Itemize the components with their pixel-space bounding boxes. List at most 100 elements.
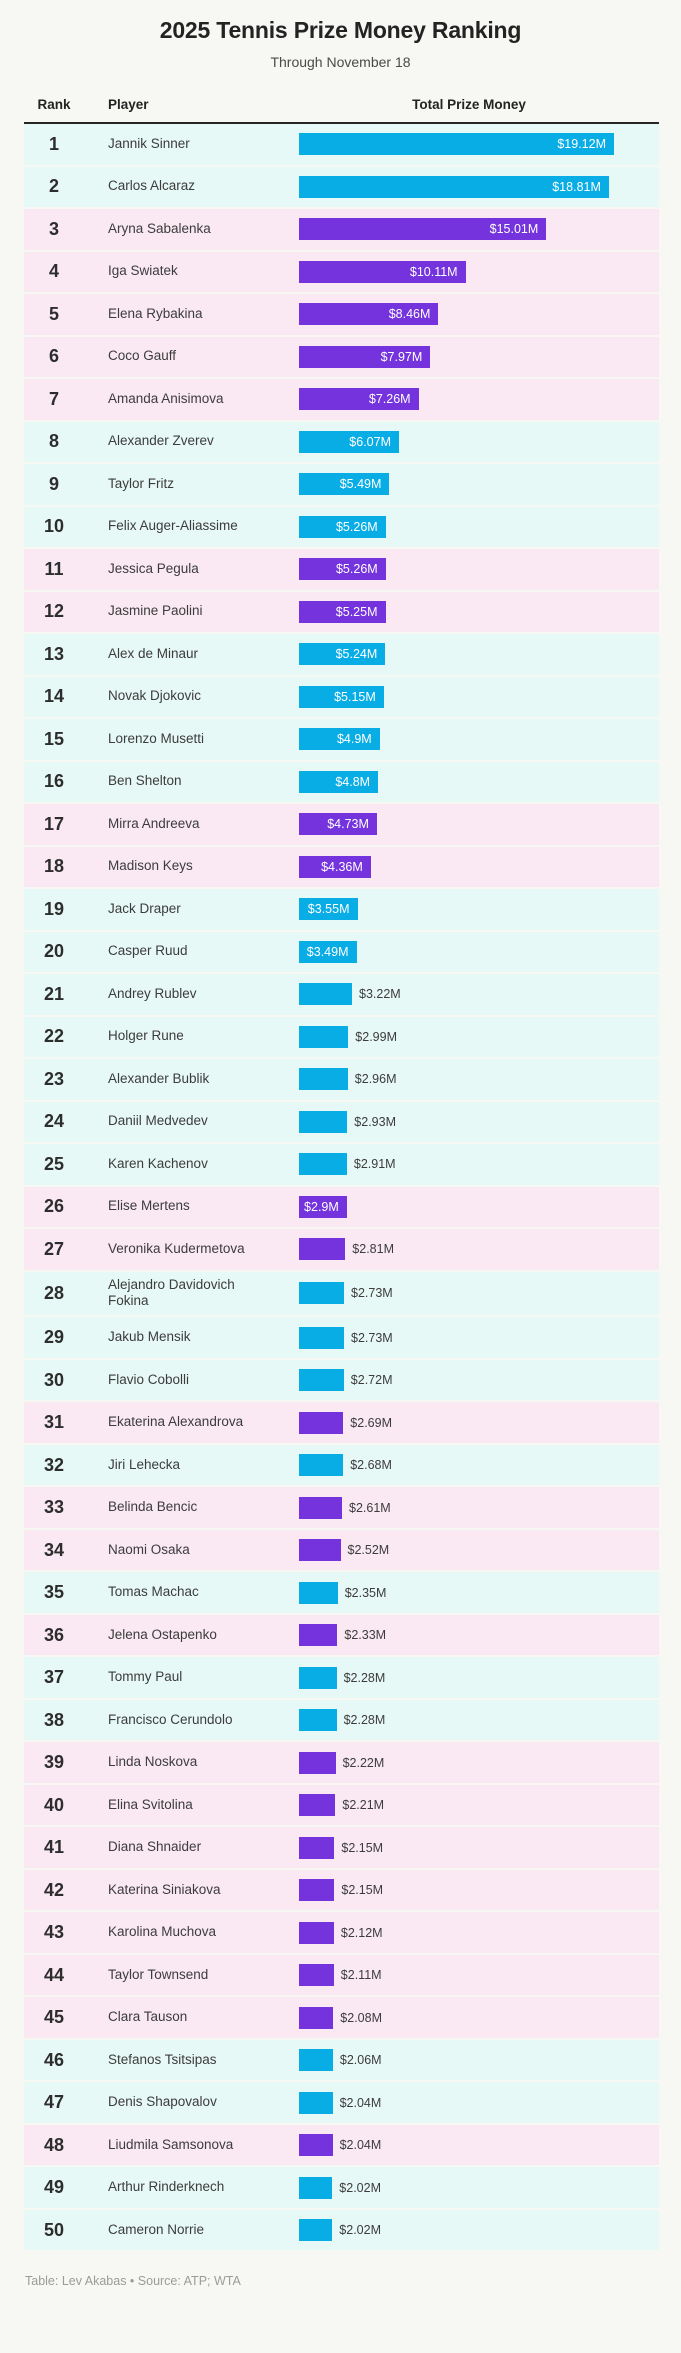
rank-cell: 34 bbox=[43, 1539, 65, 1560]
bar-cell: $5.26M bbox=[299, 558, 659, 581]
value-bar: $6.07M bbox=[299, 430, 399, 453]
bar-value-label-outside: $2.73M bbox=[351, 1286, 393, 1301]
player-name: Taylor Fritz bbox=[108, 475, 175, 491]
value-bar: $10.11M bbox=[299, 260, 466, 283]
rank-cell: 33 bbox=[43, 1497, 65, 1517]
player-name: Jessica Pegula bbox=[108, 560, 199, 576]
bar-value-label-outside: $2.28M bbox=[343, 1670, 386, 1685]
bar-value-label-outside: $2.69M bbox=[350, 1415, 392, 1430]
bar-value-label-outside: $2.81M bbox=[352, 1242, 394, 1257]
table-row: 13 Alex de Minaur $5.24M bbox=[24, 634, 659, 677]
bar-cell: $2.21M bbox=[299, 1794, 659, 1816]
player-name: Jannik Sinner bbox=[108, 135, 190, 151]
bar-value-label-inside: $2.9M bbox=[304, 1199, 339, 1214]
player-name: Daniil Medvedev bbox=[108, 1113, 208, 1129]
player-name: Ekaterina Alexandrova bbox=[108, 1414, 244, 1430]
bar-value-label-outside: $2.04M bbox=[339, 2138, 382, 2152]
rank-cell: 20 bbox=[43, 941, 65, 962]
table-row: 45 Clara Tauson $2.08M bbox=[24, 1997, 659, 2040]
table-row: 21 Andrey Rublev $3.22M bbox=[24, 974, 659, 1017]
bar-cell: $2.72M bbox=[299, 1369, 659, 1391]
bar-value-label-inside: $4.73M bbox=[327, 817, 369, 832]
bar-cell: $3.22M bbox=[299, 983, 659, 1006]
bar-cell: $2.22M bbox=[299, 1751, 659, 1774]
rank-cell: 2 bbox=[48, 176, 59, 197]
bar-value-label-inside: $8.46M bbox=[388, 307, 431, 322]
table-row: 50 Cameron Norrie $2.02M bbox=[24, 2209, 659, 2253]
rank-cell: 27 bbox=[43, 1238, 65, 1259]
column-header-rank: Rank bbox=[37, 97, 71, 112]
rank-cell: 45 bbox=[43, 2007, 65, 2027]
rank-cell: 5 bbox=[48, 303, 59, 324]
value-bar bbox=[299, 983, 352, 1006]
bar-cell: $10.11M bbox=[299, 260, 659, 283]
table-row: 40 Elina Svitolina $2.21M bbox=[24, 1784, 659, 1828]
rank-cell: 41 bbox=[43, 1837, 65, 1857]
rank-cell: 40 bbox=[43, 1794, 65, 1815]
bar-value-label-outside: $2.35M bbox=[344, 1585, 387, 1600]
table-row: 20 Casper Ruud $3.49M bbox=[24, 931, 659, 974]
bar-value-label-outside: $2.61M bbox=[349, 1500, 391, 1515]
rank-cell: 4 bbox=[48, 261, 59, 282]
table-row: 22 Holger Rune $2.99M bbox=[24, 1016, 659, 1059]
player-name: Jakub Mensik bbox=[108, 1329, 191, 1345]
rank-cell: 30 bbox=[43, 1369, 65, 1390]
value-bar bbox=[299, 1836, 335, 1859]
bar-cell: $2.02M bbox=[299, 2176, 659, 2199]
bar-cell: $2.73M bbox=[299, 1326, 659, 1349]
bar-value-label-inside: $5.24M bbox=[335, 647, 378, 662]
player-name: Alejandro Davidovich Fokina bbox=[108, 1276, 235, 1309]
table-row: 17 Mirra Andreeva $4.73M bbox=[24, 804, 659, 847]
value-bar bbox=[299, 1709, 337, 1731]
rank-cell: 17 bbox=[43, 813, 65, 834]
bar-value-label-outside: $2.04M bbox=[339, 2095, 382, 2110]
player-name: Amanda Anisimova bbox=[108, 390, 224, 406]
bar-cell: $18.81M bbox=[299, 175, 659, 198]
table-row: 23 Alexander Bublik $2.96M bbox=[24, 1059, 659, 1102]
table-row: 39 Linda Noskova $2.22M bbox=[24, 1742, 659, 1785]
value-bar: $8.46M bbox=[299, 303, 439, 326]
bar-cell: $2.12M bbox=[299, 1921, 659, 1944]
table-row: 37 Tommy Paul $2.28M bbox=[24, 1657, 659, 1700]
table-row: 16 Ben Shelton $4.8M bbox=[24, 761, 659, 804]
rank-cell: 18 bbox=[43, 856, 65, 877]
bar-value-label-outside: $2.21M bbox=[342, 1798, 385, 1812]
bar-cell: $2.69M bbox=[299, 1411, 659, 1434]
value-bar: $5.25M bbox=[299, 600, 386, 623]
player-name: Linda Noskova bbox=[108, 1754, 198, 1770]
player-name: Arthur Rinderknech bbox=[108, 2179, 225, 2195]
player-name: Lorenzo Musetti bbox=[108, 730, 205, 746]
value-bar: $4.73M bbox=[299, 813, 377, 836]
table-row: 15 Lorenzo Musetti $4.9M bbox=[24, 719, 659, 762]
value-bar bbox=[299, 1411, 344, 1434]
table-row: 10 Felix Auger-Aliassime $5.26M bbox=[24, 506, 659, 549]
rank-cell: 22 bbox=[43, 1026, 65, 1047]
value-bar bbox=[299, 2176, 333, 2199]
column-header-total-prize-money: Total Prize Money bbox=[412, 97, 526, 112]
rank-cell: 16 bbox=[43, 771, 65, 792]
table-row: 2 Carlos Alcaraz $18.81M bbox=[24, 166, 659, 209]
bar-cell: $2.08M bbox=[299, 2006, 659, 2029]
bar-value-label-outside: $2.02M bbox=[339, 2223, 381, 2237]
player-name: Alexander Bublik bbox=[108, 1070, 210, 1086]
bar-value-label-outside: $2.91M bbox=[353, 1157, 396, 1172]
value-bar bbox=[299, 1964, 334, 1986]
player-name: Ben Shelton bbox=[108, 773, 182, 789]
bar-value-label-outside: $2.93M bbox=[354, 1114, 396, 1129]
player-name: Belinda Bencic bbox=[108, 1499, 198, 1515]
bar-value-label-inside: $15.01M bbox=[489, 222, 539, 237]
table-row: 12 Jasmine Paolini $5.25M bbox=[24, 591, 659, 634]
table-row: 35 Tomas Machac $2.35M bbox=[24, 1572, 659, 1615]
bar-cell: $4.8M bbox=[299, 770, 659, 793]
player-name: Tommy Paul bbox=[108, 1669, 183, 1685]
bar-cell: $2.99M bbox=[299, 1025, 659, 1048]
rank-cell: 25 bbox=[43, 1153, 65, 1174]
value-bar bbox=[299, 1110, 348, 1133]
value-bar: $4.36M bbox=[299, 855, 371, 878]
table-row: 30 Flavio Cobolli $2.72M bbox=[24, 1359, 659, 1403]
rank-cell: 21 bbox=[43, 983, 65, 1004]
player-name: Jack Draper bbox=[108, 900, 181, 916]
value-bar bbox=[299, 1153, 347, 1176]
bar-value-label-inside: $4.36M bbox=[321, 859, 363, 874]
bar-value-label-outside: $2.68M bbox=[350, 1458, 392, 1472]
